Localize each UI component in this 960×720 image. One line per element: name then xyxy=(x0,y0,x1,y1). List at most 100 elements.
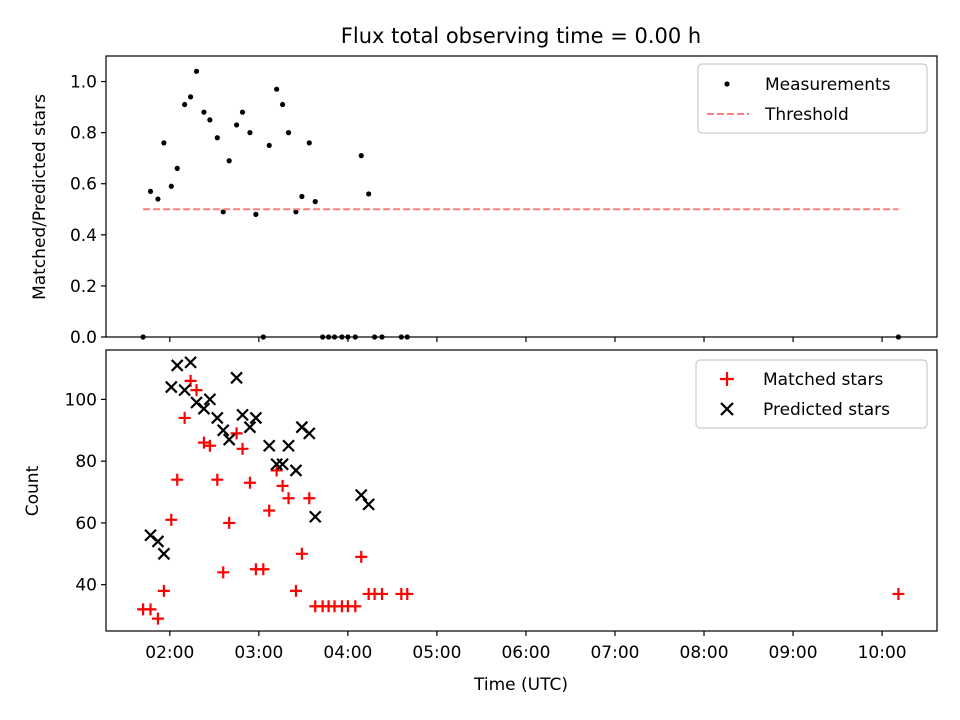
legend-matched-stars-marker xyxy=(720,372,734,386)
measurements-point xyxy=(285,130,292,136)
y-tick-label: 0.8 xyxy=(70,124,97,144)
x-tick-label: 10:00 xyxy=(858,643,907,663)
predicted-stars-point xyxy=(165,380,178,394)
measurements-point xyxy=(201,109,207,115)
x-tick-label: 07:00 xyxy=(590,643,639,663)
predicted-stars-point xyxy=(249,411,263,425)
measurements-point xyxy=(193,68,200,74)
predicted-stars-point xyxy=(211,411,224,425)
y-tick-label: 0.2 xyxy=(70,277,97,297)
matched-stars-point xyxy=(211,473,224,486)
matched-stars-point xyxy=(190,384,203,397)
measurements-point xyxy=(155,196,161,202)
predicted-stars-point xyxy=(216,424,230,437)
predicted-stars-point xyxy=(262,439,276,453)
y-tick-label: 0.4 xyxy=(70,226,97,246)
x-tick-label: 08:00 xyxy=(680,643,729,663)
x-tick-label: 02:00 xyxy=(145,643,194,663)
y-tick-label: 40 xyxy=(75,576,97,596)
matched-stars-point xyxy=(236,442,249,455)
y-tick-label: 0.0 xyxy=(70,328,97,348)
predicted-stars-point xyxy=(282,439,295,453)
measurements-point xyxy=(239,109,246,115)
legend-matched-stars-label: Matched stars xyxy=(763,370,883,390)
y-tick-label: 0.6 xyxy=(70,175,97,195)
measurements-point xyxy=(299,193,305,200)
predicted-stars-point xyxy=(362,498,375,511)
legend-threshold-label: Threshold xyxy=(764,105,849,125)
matched-stars-point xyxy=(263,504,276,517)
top-panel-frame xyxy=(105,55,938,338)
predicted-stars-point xyxy=(151,535,165,548)
measurements-point xyxy=(187,94,194,100)
measurements-point xyxy=(207,117,213,123)
legend-measurements-label: Measurements xyxy=(765,75,891,95)
bottom-panel-marks xyxy=(137,356,905,625)
predicted-stars-point xyxy=(157,547,171,561)
legend-predicted-stars-marker xyxy=(720,402,734,416)
legend-predicted-stars-label: Predicted stars xyxy=(763,400,890,420)
x-tick-label: 04:00 xyxy=(323,643,372,663)
matched-stars-point xyxy=(171,473,184,486)
top-panel-legend: Measurements Threshold xyxy=(697,63,928,134)
matched-stars-point xyxy=(892,587,905,600)
predicted-stars-point xyxy=(230,371,243,385)
predicted-stars-point xyxy=(197,402,211,415)
top-panel-legend-box xyxy=(697,63,928,134)
matched-stars-point xyxy=(282,492,295,505)
matched-stars-point xyxy=(157,584,170,597)
y-tick-label: 80 xyxy=(75,452,97,472)
matched-stars-point xyxy=(303,492,316,505)
measurements-point xyxy=(306,140,312,146)
bottom-panel-x-ticks: 02:00 03:00 04:00 05:00 06:00 07:00 08:00 09:00… xyxy=(145,631,907,663)
matched-stars-point xyxy=(257,563,270,576)
bottom-panel-y-ticks: 40 60 80 100 xyxy=(65,390,106,596)
matched-stars-point xyxy=(349,600,362,613)
predicted-stars-point xyxy=(178,383,191,397)
top-panel-y-axis-label: Matched/Predicted stars xyxy=(30,94,50,300)
y-tick-label: 100 xyxy=(65,390,97,410)
predicted-stars-point xyxy=(203,393,217,406)
bottom-panel-legend: Matched stars Predicted stars xyxy=(695,359,928,429)
matched-stars-point xyxy=(217,566,230,579)
x-tick-label: 03:00 xyxy=(234,643,283,663)
measurements-point xyxy=(266,142,272,149)
x-tick-label: 05:00 xyxy=(412,643,461,663)
matched-stars-point xyxy=(184,374,197,387)
measurements-point xyxy=(247,130,253,136)
bottom-panel-frame xyxy=(105,349,938,632)
measurements-point xyxy=(293,209,299,215)
matched-stars-point xyxy=(151,612,164,625)
matched-stars-point xyxy=(270,464,283,477)
matched-stars-point xyxy=(165,513,178,526)
bottom-panel-legend-box xyxy=(695,359,928,429)
measurements-point xyxy=(174,165,180,171)
top-panel-title: Flux total observing time = 0.00 h xyxy=(341,24,701,48)
bottom-panel-y-axis-label: Count xyxy=(23,465,43,516)
matched-stars-point xyxy=(243,476,256,489)
measurements-point xyxy=(233,122,240,128)
matched-stars-point xyxy=(230,427,243,440)
measurements-point xyxy=(312,199,318,205)
matched-stars-point xyxy=(276,479,289,492)
predicted-stars-point xyxy=(308,510,322,524)
predicted-stars-point xyxy=(243,420,257,434)
matched-stars-point xyxy=(203,439,216,452)
matched-stars-point xyxy=(295,547,308,560)
predicted-stars-point xyxy=(276,457,289,471)
measurements-point xyxy=(274,86,280,92)
predicted-stars-point xyxy=(170,359,184,372)
bottom-panel: Count Time (UTC) 40 60 80 100 02:00 03:00 04:… xyxy=(23,349,938,695)
matched-stars-point xyxy=(223,516,236,529)
x-tick-label: 09:00 xyxy=(769,643,818,663)
bottom-panel-x-axis-label: Time (UTC) xyxy=(473,675,568,695)
matched-stars-point xyxy=(376,587,389,600)
measurements-point xyxy=(214,135,220,141)
matched-stars-point xyxy=(289,584,302,597)
measurements-point xyxy=(366,191,372,197)
x-tick-label: 06:00 xyxy=(501,643,550,663)
top-panel: Flux total observing time = 0.00 h Match… xyxy=(30,24,938,348)
measurements-point xyxy=(182,101,188,108)
measurements-point xyxy=(358,153,364,159)
